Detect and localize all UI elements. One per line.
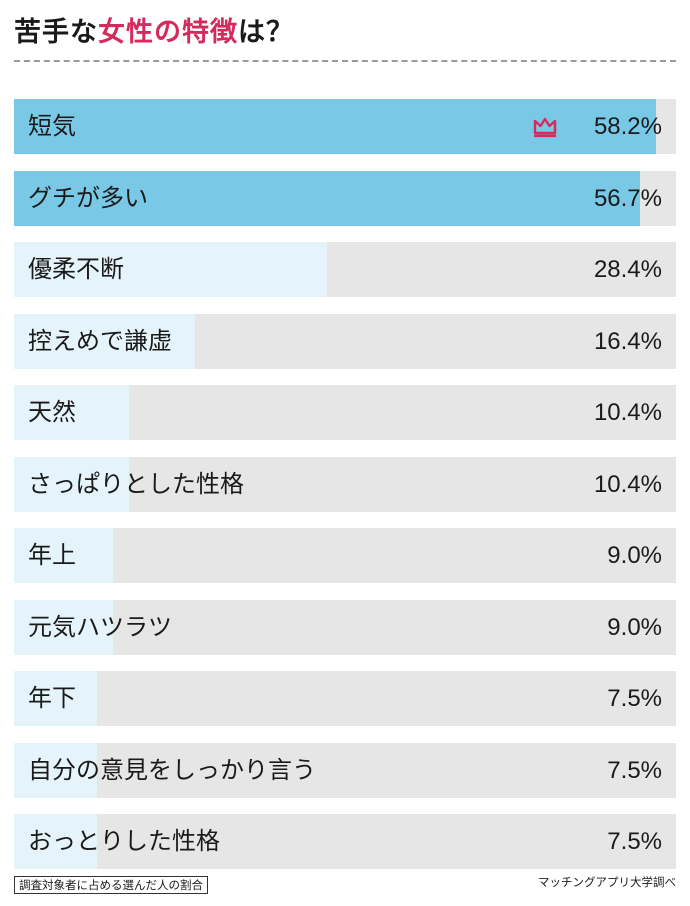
bar-label: 元気ハツラツ <box>28 612 172 641</box>
bar-value-label: 10.4% <box>593 399 662 426</box>
bar-row: 自分の意見をしっかり言う 7.5% <box>14 742 676 798</box>
bar-row: さっぱりとした性格 10.4% <box>14 456 676 512</box>
bar <box>14 742 97 798</box>
bar-row: 優柔不断 28.4% <box>14 242 676 297</box>
bar <box>14 456 129 512</box>
title-highlight: 女性の特徴 <box>98 17 238 48</box>
bar <box>14 814 97 869</box>
bar-label: 年下 <box>28 684 76 712</box>
dashed-divider <box>14 60 676 62</box>
bar-value-label: 7.5% <box>607 685 662 712</box>
footnote: 調査対象者に占める選んだ人の割合 <box>14 876 208 894</box>
bar-value-label: 58.2% <box>593 113 662 140</box>
bar-value-label: 56.7% <box>593 184 662 212</box>
title-part-1: 苦手な <box>14 17 98 48</box>
bar-label: 短気 <box>28 112 76 140</box>
bar-value-label: 9.0% <box>607 542 662 569</box>
bar-row: 年上 9.0% <box>14 528 676 583</box>
bar-label: 控えめで謙虚 <box>28 326 172 355</box>
bar-row: おっとりした性格 7.5% <box>14 814 676 869</box>
bar-value-label: 7.5% <box>607 828 662 855</box>
bar <box>14 242 328 297</box>
bar-value-label: 28.4% <box>593 256 662 283</box>
bar-label: 自分の意見をしっかり言う <box>28 755 316 784</box>
bar <box>14 671 97 726</box>
bar-value-label: 16.4% <box>593 327 662 355</box>
title-part-2: は？ <box>238 17 294 48</box>
chart-title: 苦手な女性の特徴は？ <box>14 10 294 49</box>
bar <box>14 528 114 583</box>
bar-label: 優柔不断 <box>28 255 124 283</box>
bar-row: 控えめで謙虚 16.4% <box>14 313 676 369</box>
bar-label: グチが多い <box>28 183 148 212</box>
crown-icon <box>533 117 557 138</box>
source-credit: マッチングアプリ大学調べ <box>538 875 676 889</box>
bar-row: 短気 58.2% <box>14 99 676 154</box>
bar-row: グチが多い 56.7% <box>14 170 676 226</box>
bar-label: 天然 <box>28 398 76 426</box>
bar <box>14 385 129 440</box>
bar-row: 元気ハツラツ 9.0% <box>14 599 676 655</box>
bar-label: さっぱりとした性格 <box>28 469 244 498</box>
bar-row: 年下 7.5% <box>14 671 676 726</box>
bar-value-label: 9.0% <box>607 613 662 641</box>
bar <box>14 313 195 369</box>
bar <box>14 170 640 226</box>
bar <box>14 99 657 154</box>
bar-value-label: 7.5% <box>607 756 662 784</box>
bar-row: 天然 10.4% <box>14 385 676 440</box>
bar <box>14 599 114 655</box>
bar-label: 年上 <box>28 541 76 569</box>
bar-value-label: 10.4% <box>593 470 662 498</box>
bar-label: おっとりした性格 <box>28 827 220 855</box>
